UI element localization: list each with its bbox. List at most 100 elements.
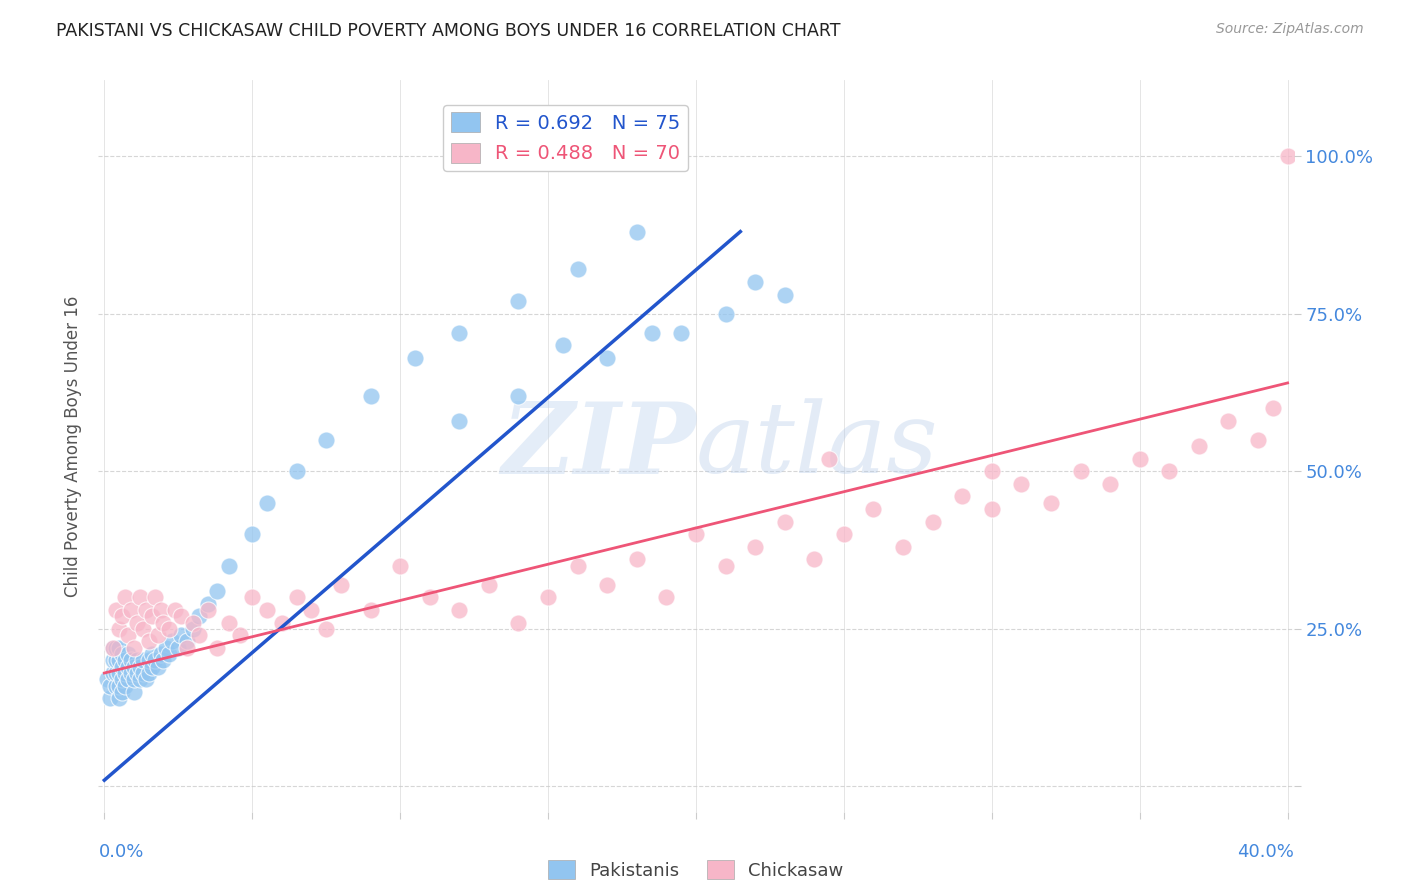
- Point: [108, 653, 131, 667]
- Point: [537, 591, 560, 605]
- Point: [360, 603, 382, 617]
- Point: [315, 433, 337, 447]
- Text: PAKISTANI VS CHICKASAW CHILD POVERTY AMONG BOYS UNDER 16 CORRELATION CHART: PAKISTANI VS CHICKASAW CHILD POVERTY AMO…: [56, 22, 841, 40]
- Point: [170, 609, 193, 624]
- Point: [105, 653, 128, 667]
- Text: 0.0%: 0.0%: [98, 843, 143, 861]
- Point: [1159, 464, 1181, 478]
- Point: [117, 673, 139, 687]
- Point: [299, 603, 322, 617]
- Point: [980, 502, 1002, 516]
- Text: ZIP: ZIP: [501, 398, 696, 494]
- Point: [1070, 464, 1092, 478]
- Point: [551, 338, 574, 352]
- Point: [205, 640, 228, 655]
- Point: [862, 502, 884, 516]
- Point: [122, 640, 145, 655]
- Point: [218, 558, 240, 573]
- Point: [141, 659, 163, 673]
- Point: [270, 615, 292, 630]
- Point: [122, 673, 145, 687]
- Point: [285, 464, 308, 478]
- Point: [240, 591, 263, 605]
- Point: [111, 647, 134, 661]
- Point: [404, 351, 426, 365]
- Point: [122, 659, 145, 673]
- Point: [138, 653, 160, 667]
- Point: [128, 591, 150, 605]
- Point: [832, 527, 855, 541]
- Point: [1277, 149, 1299, 163]
- Point: [143, 591, 166, 605]
- Point: [188, 628, 211, 642]
- Point: [132, 653, 155, 667]
- Point: [449, 326, 471, 340]
- Point: [256, 603, 278, 617]
- Point: [105, 679, 128, 693]
- Point: [108, 679, 131, 693]
- Point: [138, 634, 160, 648]
- Point: [1129, 451, 1152, 466]
- Text: 40.0%: 40.0%: [1237, 843, 1294, 861]
- Point: [773, 287, 796, 301]
- Point: [152, 653, 174, 667]
- Point: [181, 615, 204, 630]
- Point: [117, 628, 139, 642]
- Point: [685, 527, 707, 541]
- Point: [176, 640, 198, 655]
- Point: [360, 388, 382, 402]
- Point: [567, 262, 589, 277]
- Point: [1188, 439, 1211, 453]
- Point: [103, 640, 125, 655]
- Point: [128, 659, 150, 673]
- Point: [149, 647, 172, 661]
- Point: [167, 640, 190, 655]
- Point: [114, 665, 136, 680]
- Point: [669, 326, 692, 340]
- Point: [125, 615, 148, 630]
- Point: [111, 659, 134, 673]
- Point: [122, 685, 145, 699]
- Point: [1261, 401, 1284, 416]
- Point: [891, 540, 914, 554]
- Point: [714, 307, 737, 321]
- Point: [315, 622, 337, 636]
- Point: [508, 615, 530, 630]
- Point: [744, 540, 766, 554]
- Point: [330, 578, 353, 592]
- Point: [108, 640, 131, 655]
- Point: [141, 609, 163, 624]
- Point: [157, 622, 180, 636]
- Point: [256, 496, 278, 510]
- Point: [132, 622, 155, 636]
- Point: [114, 653, 136, 667]
- Point: [108, 665, 131, 680]
- Point: [114, 591, 136, 605]
- Legend: Pakistanis, Chickasaw: Pakistanis, Chickasaw: [541, 853, 851, 887]
- Point: [143, 653, 166, 667]
- Point: [128, 673, 150, 687]
- Point: [98, 691, 121, 706]
- Point: [162, 634, 184, 648]
- Point: [1010, 476, 1032, 491]
- Point: [111, 685, 134, 699]
- Point: [155, 640, 177, 655]
- Point: [640, 326, 662, 340]
- Point: [152, 615, 174, 630]
- Point: [950, 490, 973, 504]
- Text: Source: ZipAtlas.com: Source: ZipAtlas.com: [1216, 22, 1364, 37]
- Point: [714, 558, 737, 573]
- Point: [105, 603, 128, 617]
- Point: [114, 679, 136, 693]
- Point: [773, 515, 796, 529]
- Point: [135, 603, 157, 617]
- Point: [1039, 496, 1062, 510]
- Point: [188, 609, 211, 624]
- Point: [980, 464, 1002, 478]
- Point: [108, 691, 131, 706]
- Point: [818, 451, 841, 466]
- Point: [596, 351, 619, 365]
- Point: [449, 603, 471, 617]
- Point: [132, 665, 155, 680]
- Point: [205, 584, 228, 599]
